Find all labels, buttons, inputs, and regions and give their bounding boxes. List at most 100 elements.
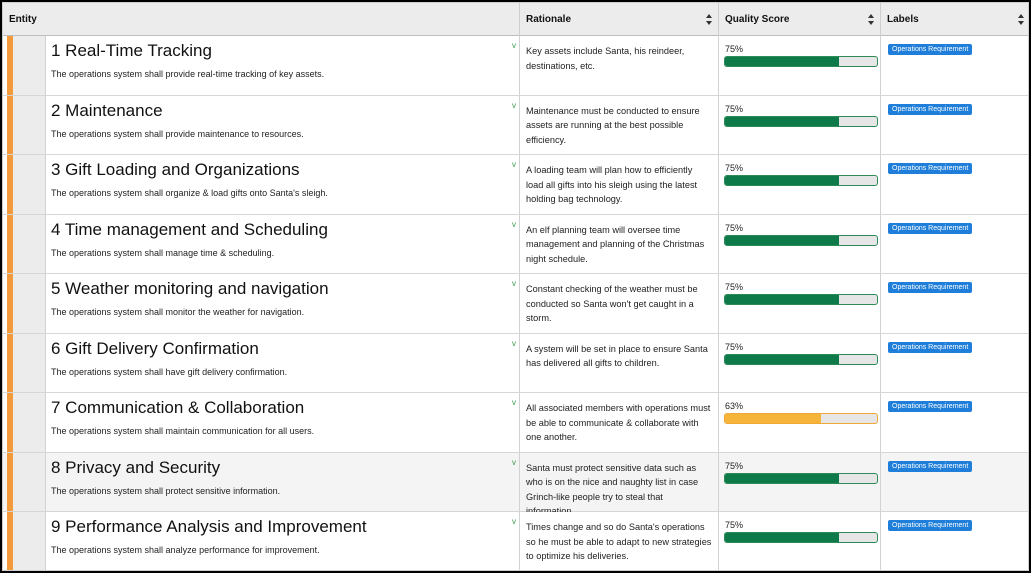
table-row[interactable]: 4 Time management and Scheduling The ope… bbox=[3, 214, 1028, 274]
quality-score-fill bbox=[725, 116, 839, 126]
entity-cell[interactable]: 3 Gift Loading and Organizations The ope… bbox=[46, 155, 520, 214]
table-row[interactable]: 5 Weather monitoring and navigation The … bbox=[3, 274, 1028, 334]
entity-cell[interactable]: 2 Maintenance The operations system shal… bbox=[46, 95, 520, 154]
labels-cell[interactable]: Operations Requirement bbox=[881, 36, 1028, 95]
table-row[interactable]: 6 Gift Delivery Confirmation The operati… bbox=[3, 333, 1028, 393]
row-gutter[interactable] bbox=[13, 333, 46, 392]
label-badge[interactable]: Operations Requirement bbox=[888, 222, 973, 234]
sort-icon[interactable] bbox=[706, 14, 713, 25]
entity-description: The operations system shall have gift de… bbox=[51, 366, 288, 377]
entity-cell[interactable]: 5 Weather monitoring and navigation The … bbox=[46, 274, 520, 333]
label-badge[interactable]: Operations Requirement bbox=[888, 401, 973, 412]
entity-title[interactable]: 6 Gift Delivery Confirmation bbox=[51, 338, 259, 358]
entity-title[interactable]: 4 Time management and Scheduling bbox=[51, 219, 328, 239]
quality-score-percent: 75% bbox=[725, 222, 744, 233]
labels-cell[interactable]: Operations Requirement bbox=[881, 155, 1028, 214]
sort-icon[interactable] bbox=[1018, 14, 1025, 25]
quality-score-cell[interactable]: 75% bbox=[719, 214, 881, 273]
expand-chevron-icon[interactable]: v bbox=[512, 41, 516, 50]
entity-title[interactable]: 8 Privacy and Security bbox=[51, 457, 221, 477]
quality-score-cell[interactable]: 75% bbox=[719, 95, 881, 154]
row-accent-bar bbox=[7, 214, 13, 273]
expand-chevron-icon[interactable]: v bbox=[512, 100, 516, 110]
entity-title[interactable]: 9 Performance Analysis and Improvement bbox=[51, 517, 367, 536]
rationale-cell[interactable]: Constant checking of the weather must be… bbox=[520, 274, 719, 333]
expand-chevron-icon[interactable]: v bbox=[512, 338, 516, 348]
labels-cell[interactable]: Operations Requirement bbox=[881, 453, 1028, 512]
quality-score-bar bbox=[724, 353, 878, 365]
entity-title[interactable]: 3 Gift Loading and Organizations bbox=[51, 160, 300, 179]
expand-chevron-icon[interactable]: v bbox=[512, 517, 516, 526]
label-badge[interactable]: Operations Requirement bbox=[888, 163, 973, 174]
entity-title[interactable]: 1 Real-Time Tracking bbox=[51, 41, 212, 60]
quality-score-fill bbox=[725, 176, 839, 185]
entity-cell[interactable]: 4 Time management and Scheduling The ope… bbox=[46, 214, 520, 273]
entity-cell[interactable]: 8 Privacy and Security The operations sy… bbox=[46, 452, 520, 511]
row-gutter[interactable] bbox=[13, 274, 46, 333]
rationale-cell[interactable]: A loading team will plan how to efficien… bbox=[520, 155, 719, 214]
entity-cell[interactable]: 7 Communication & Collaboration The oper… bbox=[46, 393, 520, 452]
row-gutter[interactable] bbox=[13, 512, 46, 570]
quality-score-bar bbox=[724, 56, 878, 67]
labels-cell[interactable]: Operations Requirement bbox=[881, 274, 1028, 333]
column-header-quality-score[interactable]: Quality Score bbox=[719, 3, 881, 36]
rationale-cell[interactable]: Key assets include Santa, his reindeer, … bbox=[520, 36, 719, 95]
quality-score-bar bbox=[724, 294, 878, 305]
column-header-labels[interactable]: Labels bbox=[881, 3, 1028, 36]
row-gutter[interactable] bbox=[13, 155, 46, 214]
expand-chevron-icon[interactable]: v bbox=[512, 219, 516, 229]
row-gutter[interactable] bbox=[13, 36, 46, 95]
quality-score-cell[interactable]: 75% bbox=[719, 333, 881, 392]
quality-score-cell[interactable]: 75% bbox=[719, 155, 881, 214]
column-header-entity-label: Entity bbox=[9, 14, 37, 25]
label-badge[interactable]: Operations Requirement bbox=[888, 341, 973, 353]
table-row[interactable]: 1 Real-Time Tracking The operations syst… bbox=[3, 36, 1028, 96]
row-gutter[interactable] bbox=[13, 393, 46, 452]
table-row[interactable]: 7 Communication & Collaboration The oper… bbox=[3, 393, 1028, 453]
quality-score-cell[interactable]: 75% bbox=[719, 274, 881, 333]
quality-score-cell[interactable]: 75% bbox=[719, 452, 881, 511]
rationale-cell[interactable]: All associated members with operations m… bbox=[520, 393, 719, 452]
entity-cell[interactable]: 6 Gift Delivery Confirmation The operati… bbox=[46, 333, 520, 392]
quality-score-cell[interactable]: 75% bbox=[719, 512, 881, 570]
expand-chevron-icon[interactable]: v bbox=[512, 457, 516, 467]
labels-cell[interactable]: Operations Requirement bbox=[881, 215, 1028, 274]
quality-score-fill bbox=[725, 295, 839, 304]
sort-icon[interactable] bbox=[868, 14, 875, 25]
table-row[interactable]: 2 Maintenance The operations system shal… bbox=[3, 95, 1028, 155]
label-badge[interactable]: Operations Requirement bbox=[888, 282, 973, 293]
quality-score-cell[interactable]: 63% bbox=[719, 393, 881, 452]
labels-cell[interactable]: Operations Requirement bbox=[881, 96, 1028, 155]
entity-cell[interactable]: 9 Performance Analysis and Improvement T… bbox=[46, 512, 520, 570]
row-gutter[interactable] bbox=[13, 452, 46, 511]
table-row[interactable]: 3 Gift Loading and Organizations The ope… bbox=[3, 155, 1028, 215]
expand-chevron-icon[interactable]: v bbox=[512, 160, 516, 169]
column-header-rationale[interactable]: Rationale bbox=[520, 3, 719, 36]
entity-title[interactable]: 7 Communication & Collaboration bbox=[51, 398, 305, 417]
expand-chevron-icon[interactable]: v bbox=[512, 398, 516, 407]
rationale-cell[interactable]: Maintenance must be conducted to ensure … bbox=[520, 95, 719, 154]
table-row[interactable]: 9 Performance Analysis and Improvement T… bbox=[3, 512, 1028, 570]
rationale-cell[interactable]: A system will be set in place to ensure … bbox=[520, 333, 719, 392]
label-badge[interactable]: Operations Requirement bbox=[888, 520, 973, 531]
label-badge[interactable]: Operations Requirement bbox=[888, 460, 973, 472]
table-body: 1 Real-Time Tracking The operations syst… bbox=[3, 36, 1028, 570]
entity-cell[interactable]: 1 Real-Time Tracking The operations syst… bbox=[46, 36, 520, 95]
row-gutter[interactable] bbox=[13, 214, 46, 273]
expand-chevron-icon[interactable]: v bbox=[512, 279, 516, 288]
label-badge[interactable]: Operations Requirement bbox=[888, 44, 973, 55]
table-row[interactable]: 8 Privacy and Security The operations sy… bbox=[3, 452, 1028, 516]
entity-title[interactable]: 2 Maintenance bbox=[51, 100, 163, 120]
column-header-entity[interactable]: Entity bbox=[3, 3, 520, 36]
labels-cell[interactable]: Operations Requirement bbox=[881, 334, 1028, 393]
labels-cell[interactable]: Operations Requirement bbox=[881, 512, 1028, 570]
row-gutter[interactable] bbox=[13, 95, 46, 154]
labels-cell[interactable]: Operations Requirement bbox=[881, 393, 1028, 452]
rationale-cell[interactable]: Times change and so do Santa's operation… bbox=[520, 512, 719, 570]
entity-title[interactable]: 5 Weather monitoring and navigation bbox=[51, 279, 329, 298]
quality-score-cell[interactable]: 75% bbox=[719, 36, 881, 95]
rationale-cell[interactable]: An elf planning team will oversee time m… bbox=[520, 214, 719, 273]
label-badge[interactable]: Operations Requirement bbox=[888, 103, 973, 115]
rationale-cell[interactable]: Santa must protect sensitive data such a… bbox=[520, 452, 719, 516]
quality-score-fill bbox=[725, 414, 821, 423]
